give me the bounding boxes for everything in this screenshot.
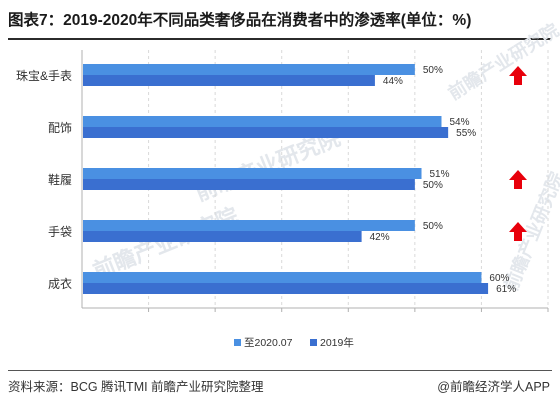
footer-divider [8, 370, 552, 371]
title-divider [8, 38, 552, 40]
category-label: 珠宝&手表 [16, 69, 72, 83]
data-label: 50% [423, 65, 443, 76]
bar [83, 220, 415, 231]
up-arrow-icon [509, 66, 527, 85]
legend-label: 2019年 [320, 336, 354, 349]
bar [83, 179, 415, 190]
category-label: 配饰 [48, 121, 72, 135]
bar [83, 231, 362, 242]
data-label: 54% [449, 117, 469, 128]
bar [83, 127, 449, 138]
up-arrow-icon [509, 170, 527, 189]
legend-swatch [234, 339, 241, 346]
category-label: 手袋 [48, 225, 72, 239]
legend-swatch [310, 339, 317, 346]
bar [83, 168, 422, 179]
data-label: 50% [423, 221, 443, 232]
up-arrow-icon [509, 222, 527, 241]
chart-title: 图表7：2019-2020年不同品类奢侈品在消费者中的渗透率(单位：%) [8, 12, 472, 29]
category-label: 成衣 [48, 276, 72, 291]
data-label: 60% [489, 273, 509, 284]
data-label: 44% [383, 76, 403, 87]
bar-chart: 珠宝&手表 50%44%配饰 54%55%鞋履 51%50%手袋 50%42%成衣 60%… [16, 50, 549, 349]
source-note: 资料来源：BCG 腾讯TMI 前瞻产业研究院整理 [8, 380, 264, 394]
bar [83, 64, 415, 75]
data-label: 55% [456, 128, 476, 139]
data-label: 61% [496, 284, 516, 295]
attribution: @前瞻经济学人APP [437, 380, 550, 394]
bar [83, 283, 489, 294]
bar [83, 116, 442, 127]
legend-label: 至2020.07 [244, 337, 293, 349]
data-label: 42% [370, 232, 390, 243]
category-label: 鞋履 [48, 172, 72, 187]
data-label: 50% [423, 180, 443, 191]
data-label: 51% [430, 169, 450, 180]
bar [83, 272, 482, 283]
bar [83, 75, 375, 86]
